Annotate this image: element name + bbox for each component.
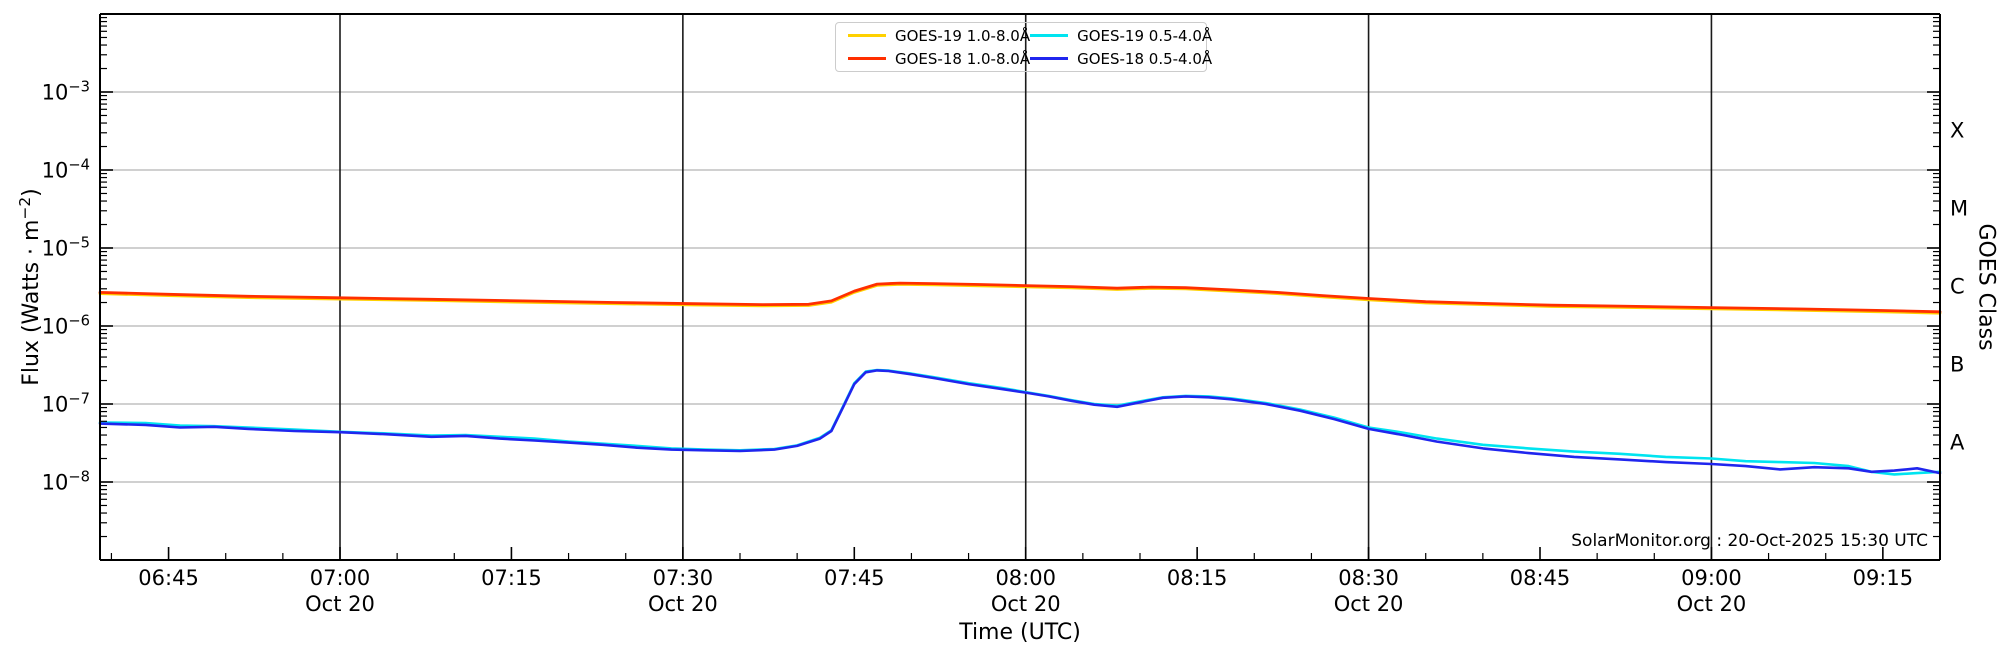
x-tick-label-07:45: 07:45	[824, 566, 885, 590]
source-timestamp-note: SolarMonitor.org : 20-Oct-2025 15:30 UTC	[1571, 531, 1928, 551]
legend-swatch-goes18-long-line-icon	[848, 57, 886, 60]
legend-label: GOES-18 1.0-8.0Å	[895, 49, 1031, 68]
legend: GOES-19 1.0-8.0Å GOES-18 1.0-8.0Å GOES-1…	[835, 22, 1212, 72]
legend-entry-goes19-short: GOES-19 0.5-4.0Å	[1030, 24, 1212, 47]
goes-class-label-A: A	[1950, 430, 1965, 455]
legend-swatch-goes18-short-line-icon	[1030, 57, 1069, 60]
x-tick-label-07:30: 07:30	[652, 566, 714, 590]
x-date-label-08:30: Oct 20	[1333, 592, 1404, 616]
legend-entry-goes18-long: GOES-18 1.0-8.0Å	[848, 47, 1030, 70]
x-tick-label-07:15: 07:15	[481, 566, 542, 590]
x-axis-title: Time (UTC)	[959, 620, 1081, 645]
legend-entry-goes19-long: GOES-19 1.0-8.0Å	[848, 24, 1030, 47]
y-tick-label-1e-7: 10−7	[41, 390, 90, 417]
series-line-goes-18-0-5-4-0-	[98, 369, 1942, 475]
goes-class-label-C: C	[1950, 274, 1965, 299]
legend-label: GOES-19 1.0-8.0Å	[895, 26, 1031, 45]
x-tick-label-07:00: 07:00	[309, 566, 371, 590]
x-date-label-08:00: Oct 20	[990, 592, 1061, 616]
legend-swatch-goes19-short-line-icon	[1030, 34, 1069, 37]
goes-class-label-B: B	[1950, 352, 1965, 377]
x-tick-label-08:30: 08:30	[1338, 566, 1399, 590]
x-tick-label-09:00: 09:00	[1681, 566, 1742, 590]
legend-label: GOES-18 0.5-4.0Å	[1077, 49, 1213, 68]
y-tick-label-1e-6: 10−6	[41, 312, 90, 339]
x-date-label-07:30: Oct 20	[647, 592, 718, 616]
series-line-goes-18-1-0-8-0-	[98, 281, 1942, 314]
legend-column-long-channel: GOES-19 1.0-8.0Å GOES-18 1.0-8.0Å	[848, 24, 1030, 70]
legend-swatch-goes19-long-line-icon	[848, 34, 886, 37]
goes-class-label-M: M	[1950, 196, 1969, 221]
x-tick-label-08:45: 08:45	[1509, 566, 1571, 590]
y-tick-label-1e-5: 10−5	[41, 234, 90, 261]
x-tick-label-06:45: 06:45	[138, 566, 199, 590]
y-axis-title: Flux (Watts · m−2)	[15, 188, 45, 386]
legend-label: GOES-19 0.5-4.0Å	[1077, 26, 1213, 45]
y-tick-label-1e-4: 10−4	[41, 156, 90, 183]
y-tick-label-1e-8: 10−8	[41, 468, 90, 495]
legend-column-short-channel: GOES-19 0.5-4.0Å GOES-18 0.5-4.0Å	[1030, 24, 1212, 70]
y-tick-label-1e-3: 10−3	[41, 78, 90, 105]
right-axis-title: GOES Class	[1973, 223, 1999, 351]
series-line-goes-19-0-5-4-0-	[98, 368, 1942, 476]
legend-entry-goes18-short: GOES-18 0.5-4.0Å	[1030, 47, 1212, 70]
x-date-label-09:00: Oct 20	[1676, 592, 1747, 616]
goes-class-label-X: X	[1950, 118, 1965, 143]
x-tick-label-08:00: 08:00	[995, 566, 1056, 590]
x-date-label-07:00: Oct 20	[305, 592, 375, 616]
x-tick-label-08:15: 08:15	[1166, 566, 1228, 590]
x-tick-label-09:15: 09:15	[1852, 566, 1914, 590]
